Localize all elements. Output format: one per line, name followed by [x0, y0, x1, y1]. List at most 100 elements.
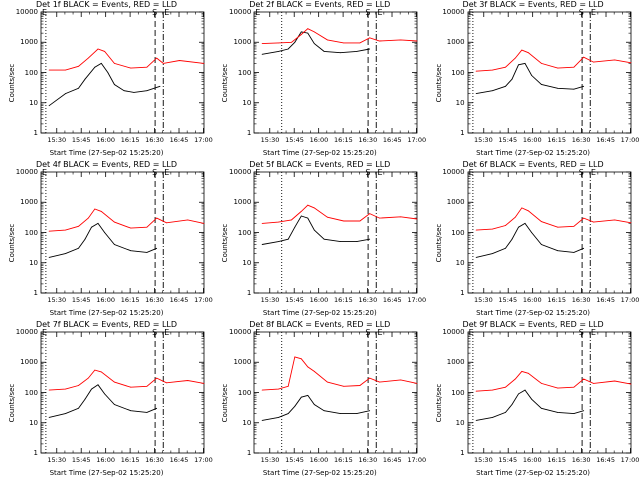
- data-point: [491, 417, 493, 418]
- data-point: [630, 62, 631, 64]
- data-point: [84, 398, 86, 400]
- data-point: [130, 410, 132, 412]
- data-point: [327, 381, 329, 383]
- data-point: [369, 48, 371, 50]
- data-point: [573, 386, 574, 388]
- data-point: [369, 238, 371, 240]
- data-point: [511, 78, 512, 80]
- ytick-label: 1000: [446, 38, 465, 47]
- ytick-label: 10: [29, 258, 38, 267]
- ytick-label: 1000: [233, 198, 252, 207]
- data-point: [78, 87, 79, 89]
- data-point: [475, 229, 477, 231]
- plot-svg: [40, 331, 205, 454]
- data-point: [514, 57, 516, 59]
- data-point: [65, 229, 66, 231]
- data-point: [400, 39, 402, 41]
- data-point: [514, 378, 516, 380]
- ytick-label: 1: [460, 449, 465, 457]
- data-point: [130, 67, 132, 69]
- data-point: [294, 405, 296, 407]
- data-point: [104, 51, 105, 52]
- data-point: [613, 59, 615, 61]
- end-marker-label: E: [590, 168, 596, 177]
- panel-title: Det 2f BLACK = Events, RED = LLD: [249, 0, 391, 9]
- data-point: [491, 69, 493, 71]
- data-point: [114, 63, 115, 64]
- data-point: [416, 40, 418, 42]
- xtick-label: 16:45: [382, 296, 402, 304]
- plot-svg: [467, 171, 631, 294]
- data-point: [540, 84, 542, 85]
- data-point: [91, 388, 92, 390]
- data-point: [556, 412, 558, 413]
- data-point: [278, 51, 280, 52]
- data-point: [573, 88, 574, 90]
- data-point: [504, 85, 506, 87]
- data-point: [527, 372, 529, 374]
- series-line-events: [48, 222, 157, 258]
- data-point: [291, 219, 293, 221]
- detector-panel-1: 1 10 100 1000 10000 15:30 15:45 16:00 16:15 16:30…: [0, 0, 213, 160]
- data-point: [511, 238, 512, 240]
- data-point: [491, 389, 493, 391]
- ytick-label: 10000: [229, 168, 252, 176]
- data-point: [97, 223, 99, 224]
- data-point: [78, 385, 79, 386]
- data-point: [307, 217, 309, 219]
- xtick-label: 15:45: [285, 136, 304, 144]
- data-point: [582, 247, 584, 249]
- data-point: [504, 225, 506, 226]
- data-point: [573, 225, 574, 227]
- data-point: [592, 383, 594, 384]
- data-point: [156, 247, 158, 249]
- data-point: [520, 49, 522, 51]
- data-point: [65, 413, 66, 414]
- data-point: [314, 43, 315, 44]
- ytick-label: 10000: [229, 8, 252, 16]
- xtick-label: 15:45: [498, 296, 518, 304]
- ytick-label: 10: [242, 258, 252, 267]
- series-line-lld: [262, 28, 418, 45]
- data-point: [356, 51, 358, 52]
- data-point: [400, 379, 402, 381]
- data-point: [582, 378, 584, 380]
- ytick-label: 1: [460, 289, 465, 297]
- detector-panel-2: 1 10 100 1000 10000 15:30 15:45 16:00 16:15 16:30…: [213, 0, 426, 160]
- data-point: [416, 383, 418, 384]
- data-point: [146, 90, 148, 92]
- ytick-label: 1: [33, 289, 38, 297]
- ytick-label: 1: [33, 449, 38, 457]
- data-point: [582, 217, 584, 219]
- end-marker-label-left: E: [468, 8, 474, 17]
- y-axis-label: Counts/sec: [221, 63, 230, 103]
- xtick-label: 15:30: [47, 136, 67, 144]
- end-marker-label-left: E: [255, 8, 261, 17]
- series-line-events: [48, 384, 157, 418]
- x-axis-label: Start Time (27-Sep-02 15:25:20): [476, 469, 591, 477]
- data-point: [97, 48, 99, 50]
- plot-frame: [40, 331, 205, 454]
- end-marker-label-left: E: [468, 328, 474, 337]
- ytick-label: 1000: [446, 358, 465, 367]
- data-point: [369, 377, 371, 379]
- xtick-label: 16:15: [334, 136, 353, 144]
- start-marker-label: S: [365, 168, 371, 177]
- y-axis-label: Counts/sec: [434, 383, 443, 423]
- xtick-label: 16:15: [547, 296, 567, 304]
- xtick-label: 16:45: [169, 296, 189, 304]
- xtick-label: 16:00: [96, 456, 116, 464]
- xtick-label: 15:30: [47, 456, 67, 464]
- data-point: [48, 105, 50, 107]
- ytick-label: 100: [451, 68, 465, 77]
- xtick-label: 15:45: [285, 456, 304, 464]
- ytick-label: 10: [455, 258, 465, 267]
- start-marker-label: S: [365, 328, 371, 337]
- data-point: [278, 388, 280, 390]
- xtick-label: 15:30: [260, 136, 280, 144]
- y-axis-label: Counts/sec: [8, 383, 16, 423]
- data-point: [301, 34, 302, 35]
- data-point: [369, 213, 371, 214]
- xtick-label: 15:30: [260, 296, 280, 304]
- ytick-label: 100: [24, 388, 38, 397]
